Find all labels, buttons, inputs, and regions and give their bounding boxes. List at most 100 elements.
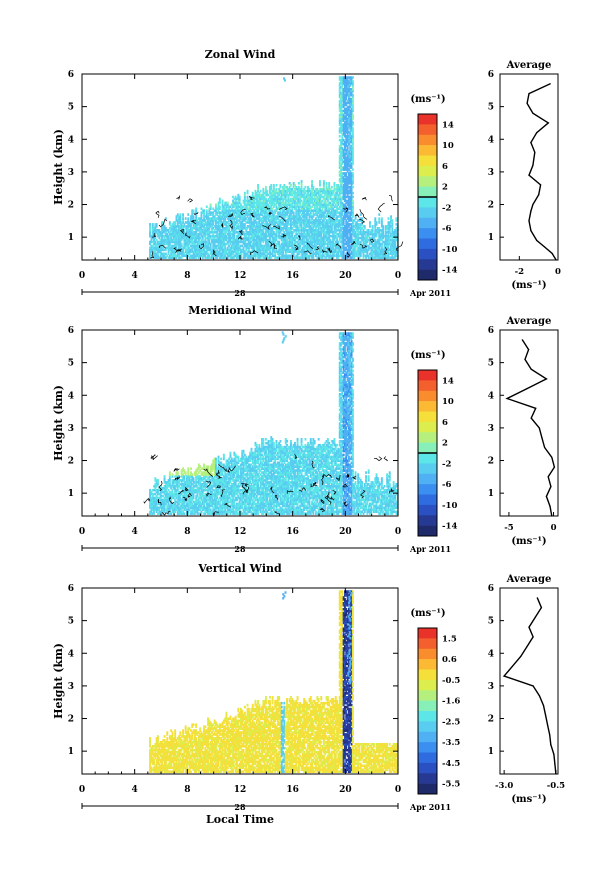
heatmap-cell [348, 117, 350, 119]
heatmap-cell [270, 184, 272, 187]
heatmap-cell [369, 221, 371, 224]
heatmap-cell [265, 186, 267, 189]
heatmap-cell [247, 190, 249, 193]
heatmap-cell [364, 225, 366, 228]
heatmap-cell [395, 217, 397, 220]
heatmap-cell [169, 221, 171, 224]
heatmap-cell [390, 215, 392, 218]
heatmap-cell [210, 204, 212, 207]
heatmap-cell [193, 215, 195, 218]
heatmap-cell [347, 100, 349, 102]
heatmap-cell [181, 243, 183, 246]
contour-line [389, 195, 392, 201]
heatmap-cell [376, 221, 378, 224]
heatmap-cell [319, 180, 321, 183]
heatmap-cell [283, 77, 285, 79]
heatmap-cell [326, 182, 328, 185]
heatmap-cell [349, 84, 351, 86]
heatmap-cell [206, 206, 208, 209]
heatmap-cell [301, 180, 303, 183]
heatmap-cell [262, 188, 264, 191]
heatmap-cell [149, 223, 151, 226]
heatmap-cell [182, 213, 184, 216]
heatmap-cell [348, 94, 350, 96]
heatmap-cell [349, 80, 351, 82]
heatmap-cell [219, 198, 221, 201]
heatmap-cell [360, 213, 362, 216]
x-caption: Local Time [206, 813, 274, 826]
heatmap-cell [293, 211, 295, 214]
heatmap-cell [350, 145, 352, 147]
panel-title: Zonal Wind [205, 48, 276, 61]
heatmap-cell [374, 217, 376, 220]
heatmap-cell [276, 188, 278, 191]
heatmap-cell [350, 90, 352, 92]
heatmap-cell [388, 217, 390, 220]
y-tick-label: 1 [68, 233, 74, 243]
heatmap-cell [352, 127, 354, 130]
heatmap-cell [206, 209, 208, 212]
heatmap-cell [247, 196, 249, 199]
heatmap-cell [348, 111, 350, 113]
heatmap-cell [378, 217, 380, 220]
heatmap-cell [331, 186, 333, 189]
heatmap-cell [352, 114, 354, 117]
heatmap-cell [391, 219, 393, 222]
contour-line [156, 211, 159, 218]
heatmap-cell [290, 184, 292, 187]
heatmap-cell [352, 121, 354, 124]
heatmap-cell [156, 223, 158, 226]
contour-line [363, 198, 367, 201]
heatmap-cell [244, 192, 246, 195]
heatmap-cell [352, 200, 354, 203]
contour-line [188, 199, 193, 202]
heatmap-cell [273, 184, 275, 187]
heatmap-cells [149, 76, 399, 259]
heatmap-cell [339, 135, 341, 138]
heatmap-cell [352, 94, 354, 97]
heatmap-cell [361, 217, 363, 220]
heatmap-cell [352, 172, 354, 175]
heatmap-cell [349, 135, 351, 137]
heatmap-cell [187, 213, 189, 216]
heatmap-cell [352, 186, 354, 189]
heatmap-cell [298, 182, 300, 185]
heatmap-cell [276, 184, 278, 187]
heatmap-cell [347, 150, 349, 152]
heatmap-cell [323, 180, 325, 183]
heatmap-cell [352, 76, 354, 79]
heatmap-cell [328, 182, 330, 185]
heatmap-cell [152, 223, 154, 226]
heatmap-cell [193, 209, 195, 212]
heatmap-cell [334, 182, 336, 185]
heatmap-cell [305, 186, 307, 189]
heatmap-cell [219, 206, 221, 209]
heatmap-cell [350, 103, 352, 105]
heatmap-cell [260, 190, 262, 193]
contour-line [378, 203, 385, 212]
heatmap-cell [252, 192, 254, 195]
heatmap-cell [382, 225, 384, 228]
heatmap-cell [347, 125, 349, 127]
heatmap-cell [349, 170, 351, 172]
contour-line [176, 196, 180, 200]
heatmap-cell [215, 204, 217, 207]
heatmap-cell [187, 217, 189, 220]
heatmap-cell [278, 241, 280, 244]
y-tick-label: 3 [68, 168, 74, 178]
heatmap-cell [222, 200, 224, 203]
heatmap-cell [372, 225, 374, 228]
heatmap-cell [352, 196, 354, 199]
heatmap-cell [349, 162, 351, 164]
heatmap-cell [280, 184, 282, 187]
heatmap-cell [257, 184, 259, 187]
heatmap-cell [352, 168, 354, 171]
heatmap-cell [239, 196, 241, 199]
heatmap-cell [195, 208, 197, 211]
heatmap-cell [312, 186, 314, 189]
heatmap-cell [378, 213, 380, 216]
heatmap-cell [266, 190, 268, 193]
heatmap-cell [179, 213, 181, 216]
heatmap-cell [311, 180, 313, 183]
